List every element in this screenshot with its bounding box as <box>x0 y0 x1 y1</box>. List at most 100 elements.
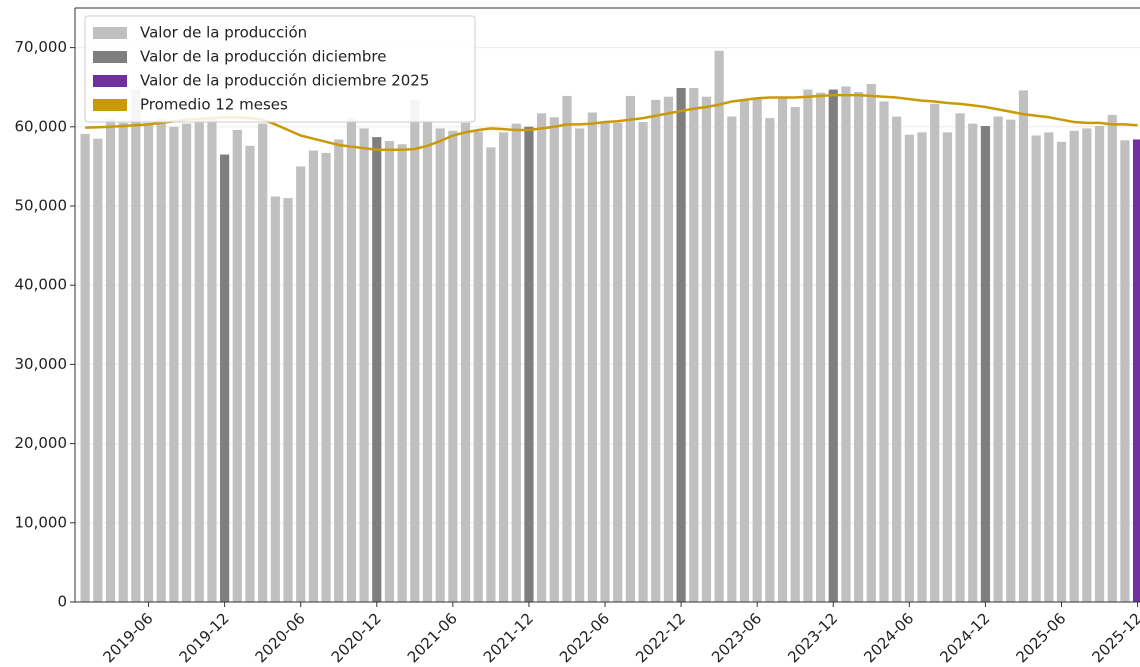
bar <box>511 123 521 602</box>
bar <box>410 99 420 602</box>
bar <box>397 144 407 602</box>
y-tick-label: 40,000 <box>15 276 68 294</box>
bar <box>1006 119 1016 602</box>
bar <box>777 96 788 602</box>
legend-swatch <box>93 27 127 39</box>
bar <box>1132 139 1140 602</box>
bar <box>334 139 344 602</box>
bar <box>600 122 610 602</box>
legend-swatch <box>93 51 127 63</box>
bar <box>131 89 141 602</box>
bar <box>854 91 864 602</box>
bar <box>815 92 826 602</box>
bar <box>1056 141 1067 602</box>
bar <box>866 84 876 602</box>
x-tick-label: 2019-06 <box>99 609 156 666</box>
bar <box>739 99 750 602</box>
bar <box>917 132 927 602</box>
legend-swatch <box>93 75 127 87</box>
bar <box>651 99 661 602</box>
bar <box>435 128 445 602</box>
bar <box>625 95 635 602</box>
x-tick-label: 2021-12 <box>480 609 537 666</box>
bar <box>549 117 559 602</box>
x-tick-label: 2025-06 <box>1012 609 1069 666</box>
bar <box>486 147 496 602</box>
bar <box>283 198 293 602</box>
x-tick-label: 2021-06 <box>404 609 461 666</box>
y-tick-label: 50,000 <box>15 197 68 215</box>
x-tick-label: 2022-12 <box>632 609 689 666</box>
bar <box>613 122 623 602</box>
bar <box>194 120 204 602</box>
bar <box>296 166 306 602</box>
x-tick-label: 2022-06 <box>556 609 613 666</box>
bar <box>676 87 686 602</box>
legend-label: Valor de la producción <box>140 24 307 42</box>
bar <box>1031 135 1041 602</box>
x-tick-label: 2019-12 <box>176 609 233 666</box>
bar <box>663 96 674 602</box>
bar <box>156 118 166 602</box>
bar <box>346 118 357 602</box>
bar <box>460 122 471 602</box>
bar <box>638 122 648 602</box>
bar <box>879 101 889 602</box>
y-tick-label: 60,000 <box>15 117 68 135</box>
bar <box>904 134 914 602</box>
bar <box>968 123 978 602</box>
bar <box>980 126 991 602</box>
bar <box>498 132 509 602</box>
plot <box>80 50 1140 602</box>
bar <box>714 50 724 602</box>
bar <box>93 138 103 602</box>
bar <box>930 103 940 602</box>
y-tick-label: 20,000 <box>15 434 68 452</box>
bar <box>220 154 230 602</box>
bar <box>258 123 268 602</box>
bar <box>955 113 965 602</box>
bar <box>372 137 382 602</box>
bar <box>1094 126 1105 602</box>
bar <box>181 123 192 602</box>
bar <box>169 126 179 602</box>
y-tick-label: 0 <box>57 593 67 611</box>
bar <box>118 122 128 602</box>
y-tick-label: 30,000 <box>15 355 68 373</box>
bar <box>80 133 90 602</box>
x-tick-label: 2024-06 <box>860 609 917 666</box>
bar <box>384 141 395 602</box>
x-tick-label: 2023-06 <box>708 609 765 666</box>
bar <box>689 87 699 602</box>
y-tick-label: 70,000 <box>15 38 68 56</box>
bar <box>1018 90 1029 602</box>
bar <box>1044 132 1054 602</box>
bar <box>359 128 369 602</box>
bar <box>841 86 851 602</box>
bar <box>537 113 547 602</box>
bar <box>1082 128 1092 602</box>
bar <box>562 95 572 602</box>
bar <box>524 126 534 602</box>
bar <box>790 107 800 602</box>
bar <box>701 96 712 602</box>
bar <box>245 145 255 602</box>
bar <box>587 112 597 602</box>
legend-label: Valor de la producción diciembre <box>140 48 386 66</box>
bar <box>270 196 280 602</box>
x-tick-label: 2025-12 <box>1089 609 1140 666</box>
bar <box>1120 140 1130 602</box>
bar <box>803 89 813 602</box>
legend-label: Promedio 12 meses <box>140 96 288 114</box>
bar <box>143 122 154 602</box>
bar <box>308 150 318 602</box>
legend-label: Valor de la producción diciembre 2025 <box>140 72 429 90</box>
bar <box>1107 114 1117 602</box>
bar <box>105 118 116 602</box>
bar <box>752 99 762 602</box>
bar <box>892 116 902 602</box>
bar <box>422 120 433 602</box>
bar <box>321 152 331 602</box>
x-tick-label: 2024-12 <box>936 609 993 666</box>
